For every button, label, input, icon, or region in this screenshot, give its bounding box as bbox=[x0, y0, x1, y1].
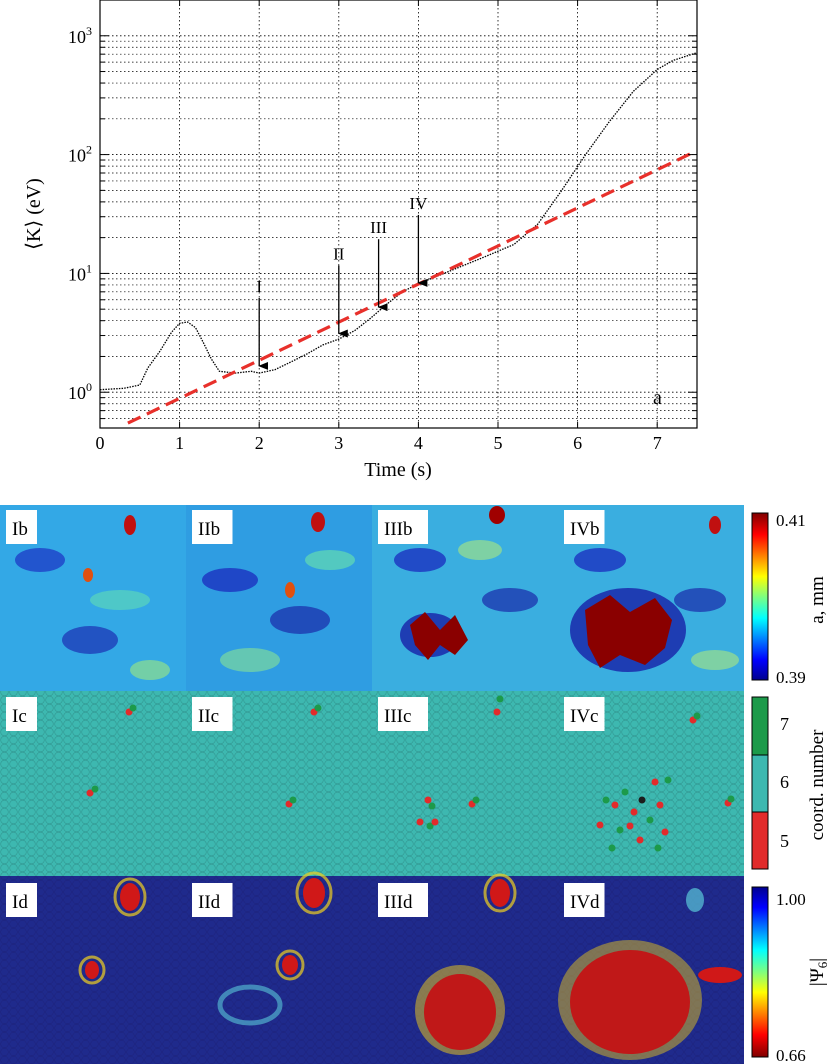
y-tick-label: 101 bbox=[68, 261, 92, 284]
plot-border bbox=[99, 0, 698, 429]
data-series bbox=[99, 52, 698, 425]
psi6-disorder-IVd bbox=[558, 888, 742, 1060]
x-tick-label: 2 bbox=[255, 433, 264, 453]
colorbar-psi6 bbox=[751, 886, 769, 1058]
axis-ticks: 0 1 2 3 4 5 6 7 100 101 102 103 bbox=[68, 0, 697, 453]
x-tick-label: 7 bbox=[653, 433, 662, 453]
psi6-disorder-Id bbox=[78, 877, 147, 985]
panel-label: IVc bbox=[570, 706, 598, 727]
defects-Ic bbox=[86, 704, 137, 797]
panel-label-box bbox=[192, 697, 233, 731]
x-tick-label: 3 bbox=[334, 433, 343, 453]
plot-frame bbox=[100, 0, 697, 428]
panel-label: Ic bbox=[12, 706, 27, 727]
annotation-label: I bbox=[256, 277, 262, 296]
x-tick-label: 0 bbox=[96, 433, 105, 453]
y-tick-label: 102 bbox=[68, 143, 92, 166]
annotation-label: IV bbox=[409, 194, 428, 213]
colorbar-a-min: 0.39 bbox=[776, 668, 806, 687]
colorbar-psi6-min: 0.66 bbox=[776, 1046, 806, 1064]
psi6-disorder-IId bbox=[217, 871, 333, 1026]
series-kinetic-energy bbox=[99, 52, 698, 391]
x-tick-label: 6 bbox=[573, 433, 582, 453]
colorbar-coord-label: coord. number bbox=[807, 729, 828, 840]
colorbar-coord bbox=[751, 696, 769, 870]
panel-label: IVb bbox=[570, 519, 600, 540]
x-tick-label: 5 bbox=[494, 433, 503, 453]
defects-IVc bbox=[596, 712, 735, 852]
panel-labels: Ib IIb IIIb IVb Ic IIc IIIc IVc Id IId IIId IVd bbox=[6, 510, 605, 917]
panel-label-box bbox=[192, 510, 233, 544]
colorbar-psi6-max: 1.00 bbox=[776, 890, 806, 909]
colorbar-coord-tick-6: 6 bbox=[780, 772, 789, 792]
panel-label-box bbox=[6, 697, 37, 731]
panel-label: IVd bbox=[570, 892, 600, 913]
panel-label-box bbox=[564, 510, 605, 544]
colorbar-a bbox=[751, 512, 769, 681]
panel-IIIb bbox=[372, 505, 558, 691]
panel-label-a: a bbox=[653, 387, 662, 409]
y-axis-label: ⟨K⟩ (eV) bbox=[23, 178, 45, 250]
psi6-disorder-IIId bbox=[415, 873, 517, 1055]
panel-label-box bbox=[6, 883, 37, 917]
panel-label-box bbox=[564, 883, 605, 917]
defects-IIc bbox=[285, 704, 322, 808]
panel-label-box bbox=[378, 883, 428, 917]
panel-label-box bbox=[378, 697, 428, 731]
colorbar-coord-tick-5: 5 bbox=[780, 831, 789, 851]
y-tick-label: 100 bbox=[68, 380, 92, 403]
panel-label-box bbox=[192, 883, 233, 917]
row-psi6-maps bbox=[0, 871, 744, 1064]
colorbar-psi6-label: |Ψ6| bbox=[807, 958, 830, 986]
row-a-maps bbox=[0, 505, 744, 691]
panel-label: IIc bbox=[198, 706, 219, 727]
panel-label: IId bbox=[198, 892, 221, 913]
colorbars: 0.41 0.39 a, mm 7 6 5 coord. number 1.00… bbox=[751, 511, 830, 1064]
panel-label: Id bbox=[12, 892, 28, 913]
annotation-label: II bbox=[333, 245, 345, 264]
panel-label: IIId bbox=[384, 892, 413, 913]
annotation-label: III bbox=[370, 218, 387, 237]
panel-label: IIIb bbox=[384, 519, 412, 540]
panel-label-box bbox=[564, 697, 605, 731]
panel-label: IIb bbox=[198, 519, 220, 540]
colorbar-a-label: a, mm bbox=[807, 576, 828, 624]
colorbar-a-max: 0.41 bbox=[776, 511, 806, 530]
colorbar-coord-tick-7: 7 bbox=[780, 714, 789, 734]
x-tick-label: 1 bbox=[175, 433, 184, 453]
row-coord-maps bbox=[0, 691, 744, 876]
defects-IIIc bbox=[416, 695, 504, 830]
x-axis-label: Time (s) bbox=[364, 459, 432, 481]
panel-label: IIIc bbox=[384, 706, 411, 727]
panel-label-box bbox=[378, 510, 428, 544]
panel-label-box bbox=[6, 510, 37, 544]
x-tick-label: 4 bbox=[414, 433, 423, 453]
panel-label: Ib bbox=[12, 519, 28, 540]
y-tick-label: 103 bbox=[68, 24, 92, 47]
grid-lines bbox=[100, 0, 697, 428]
